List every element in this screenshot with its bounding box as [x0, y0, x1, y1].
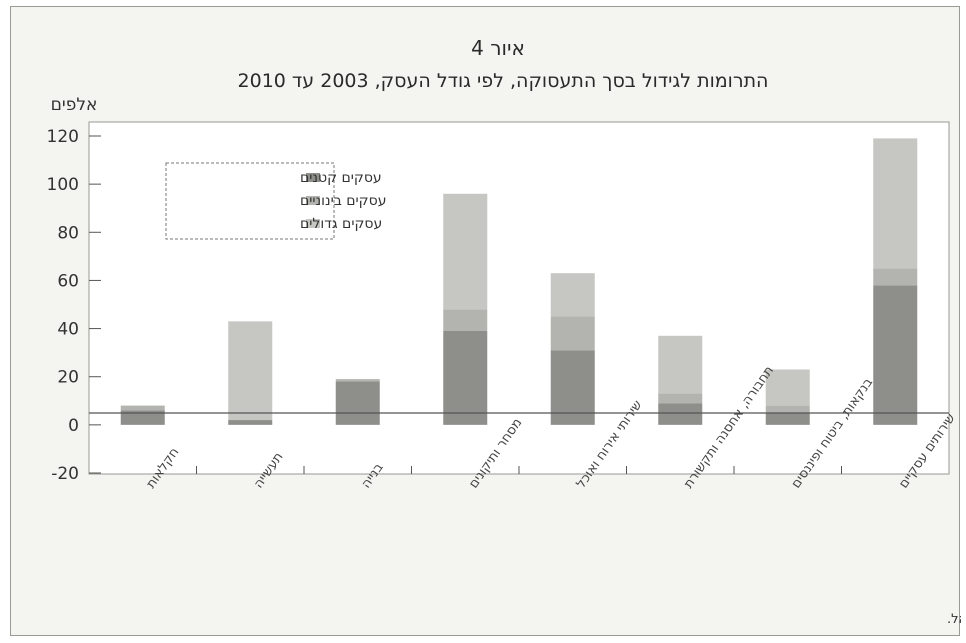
bar-large-4 — [443, 193, 488, 310]
y-tick-label: 0 — [68, 416, 79, 436]
bar-medium-4 — [443, 309, 488, 331]
y-tick-label: 40 — [57, 320, 79, 340]
bar-medium-3 — [335, 379, 380, 382]
bar-medium-7 — [765, 405, 810, 413]
y-tick-label: -20 — [51, 464, 79, 484]
bar-small-3 — [335, 381, 380, 425]
bar-small-6 — [658, 403, 703, 425]
bar-medium-5 — [550, 316, 595, 351]
bar-medium-1 — [120, 405, 165, 411]
bars-group — [120, 138, 918, 425]
y-tick-label: 100 — [47, 175, 79, 195]
chart-frame: איור 4 התרומות לגידול בסך התעסוקה, לפי ג… — [10, 6, 961, 636]
legend-label-medium: עסקים בינוניים — [300, 193, 386, 209]
legend-label-large: עסקים גדולים — [300, 216, 382, 232]
bar-small-1 — [120, 410, 165, 425]
bar-small-8 — [873, 285, 918, 425]
legend: עסקים קטנים עסקים בינוניים עסקים גדולים — [165, 162, 386, 240]
chart-canvas: איור 4 התרומות לגידול בסך התעסוקה, לפי ג… — [47, 36, 961, 627]
legend-swatch-small — [306, 173, 320, 182]
legend-swatch-medium — [306, 196, 320, 205]
source-note: המקור: הלשכה המרכזית לסטטיסטיקה ועיבודי … — [947, 612, 961, 627]
y-tick-label: 20 — [57, 368, 79, 388]
y-axis: -20 0 20 40 60 80 100 120 — [47, 127, 101, 484]
bar-large-5 — [550, 273, 595, 317]
bar-small-2 — [228, 420, 273, 425]
bar-medium-8 — [873, 268, 918, 286]
bar-large-8 — [873, 138, 918, 269]
y-axis-unit-label: אלפים — [51, 95, 98, 115]
legend-swatch-large — [306, 219, 320, 228]
y-tick-label: 60 — [57, 271, 79, 291]
bar-large-6 — [658, 335, 703, 394]
bar-large-7 — [765, 369, 810, 406]
y-tick-label: 80 — [57, 223, 79, 243]
bar-small-5 — [550, 350, 595, 425]
bar-medium-6 — [658, 393, 703, 404]
bar-small-7 — [765, 412, 810, 425]
y-tick-label: 120 — [47, 127, 79, 147]
bar-small-4 — [443, 330, 488, 425]
legend-label-small: עסקים קטנים — [300, 170, 382, 186]
bar-large-2 — [228, 321, 273, 421]
chart-title: איור 4 — [471, 36, 525, 60]
chart-subtitle: התרומות לגידול בסך התעסוקה, לפי גודל העס… — [238, 70, 769, 92]
